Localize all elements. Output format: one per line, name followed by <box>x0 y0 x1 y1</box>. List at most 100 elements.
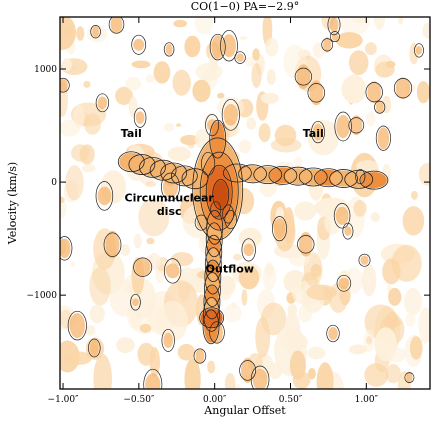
noise-blob <box>138 198 170 237</box>
noise-blob <box>309 80 324 106</box>
noise-blob <box>298 304 313 323</box>
noise-blob <box>238 227 262 248</box>
contour <box>209 33 226 61</box>
noise-blob <box>374 327 397 362</box>
contour <box>133 107 147 128</box>
contour <box>203 272 221 307</box>
contour <box>60 77 70 93</box>
noise-blob <box>89 267 111 306</box>
noise-blob <box>116 337 135 354</box>
noise-blob <box>284 311 301 355</box>
noise-blob <box>365 42 377 56</box>
noise-blob <box>386 311 399 329</box>
contour <box>298 167 328 187</box>
noise-blob <box>367 81 382 104</box>
contour <box>327 17 341 36</box>
noise-blob <box>382 258 401 285</box>
noise-blob <box>388 287 402 306</box>
noise-blob <box>207 360 216 374</box>
contour <box>205 164 233 220</box>
contour <box>143 368 163 389</box>
noise-blob <box>236 53 244 62</box>
contour <box>203 284 221 320</box>
noise-blob <box>398 17 404 25</box>
contour <box>199 151 239 231</box>
noise-blob <box>406 371 413 384</box>
noise-blob <box>265 37 279 57</box>
contour <box>238 164 267 184</box>
noise-blob <box>294 201 317 221</box>
noise-blob <box>351 17 367 24</box>
noise-blob <box>252 48 260 61</box>
noise-blob <box>338 277 350 289</box>
noise-blob <box>385 60 396 68</box>
noise-blob <box>262 264 277 291</box>
noise-blob <box>353 200 367 217</box>
noise-blob <box>329 17 339 33</box>
contour <box>221 98 240 131</box>
noise-blob <box>195 63 223 81</box>
noise-blob <box>170 252 194 267</box>
noise-blob <box>273 218 286 240</box>
emission-map <box>60 17 430 389</box>
contour <box>161 328 175 352</box>
x-tick-label: 0.50″ <box>279 395 303 405</box>
noise-blob <box>241 357 255 383</box>
noise-blob <box>194 17 214 35</box>
noise-blob <box>84 325 96 336</box>
noise-blob <box>163 122 175 132</box>
contour <box>222 204 234 224</box>
contour <box>95 93 110 113</box>
x-axis-label: Angular Offset <box>203 404 286 417</box>
noise-blob <box>192 79 211 103</box>
contour <box>199 307 225 329</box>
noise-blob <box>328 327 338 340</box>
plot-frame <box>59 16 431 390</box>
noise-blob <box>79 144 95 165</box>
noise-blob <box>131 60 151 69</box>
contour <box>297 235 315 254</box>
contour <box>204 259 222 295</box>
noise-blob <box>105 230 120 259</box>
noise-blob <box>145 181 157 187</box>
noise-blob <box>307 346 326 360</box>
noise-blob <box>187 141 195 149</box>
noise-blob <box>73 105 85 129</box>
contour <box>321 38 334 52</box>
noise-blob <box>422 22 430 39</box>
contour <box>192 137 244 241</box>
noise-blob <box>81 164 96 173</box>
noise-blob <box>241 289 248 306</box>
contour <box>329 31 340 43</box>
contour <box>294 67 313 86</box>
contour <box>234 51 246 64</box>
noise-blob <box>234 384 242 389</box>
noise-blob <box>409 336 423 360</box>
contour <box>355 169 366 185</box>
noise-blob <box>360 255 369 265</box>
contour <box>206 209 224 245</box>
contour <box>224 210 237 230</box>
noise-blob <box>167 146 191 162</box>
noise-blob <box>418 162 430 186</box>
noise-blob <box>135 258 151 277</box>
noise-blob <box>125 77 142 91</box>
noise-blob <box>402 206 425 236</box>
noise-blob <box>65 165 84 201</box>
contour <box>209 119 227 159</box>
noise-blob <box>270 137 302 153</box>
noise-blob <box>299 232 313 257</box>
noise-blob <box>83 80 91 88</box>
contour <box>336 274 352 292</box>
contour <box>253 165 283 185</box>
noise-blob <box>97 186 112 206</box>
contour <box>88 338 101 358</box>
noise-blob <box>165 43 173 56</box>
contour <box>365 82 383 103</box>
noise-blob <box>258 123 271 143</box>
contour <box>163 258 182 284</box>
noise-blob <box>115 86 133 105</box>
noise-blob <box>76 26 85 41</box>
noise-blob <box>60 196 65 204</box>
